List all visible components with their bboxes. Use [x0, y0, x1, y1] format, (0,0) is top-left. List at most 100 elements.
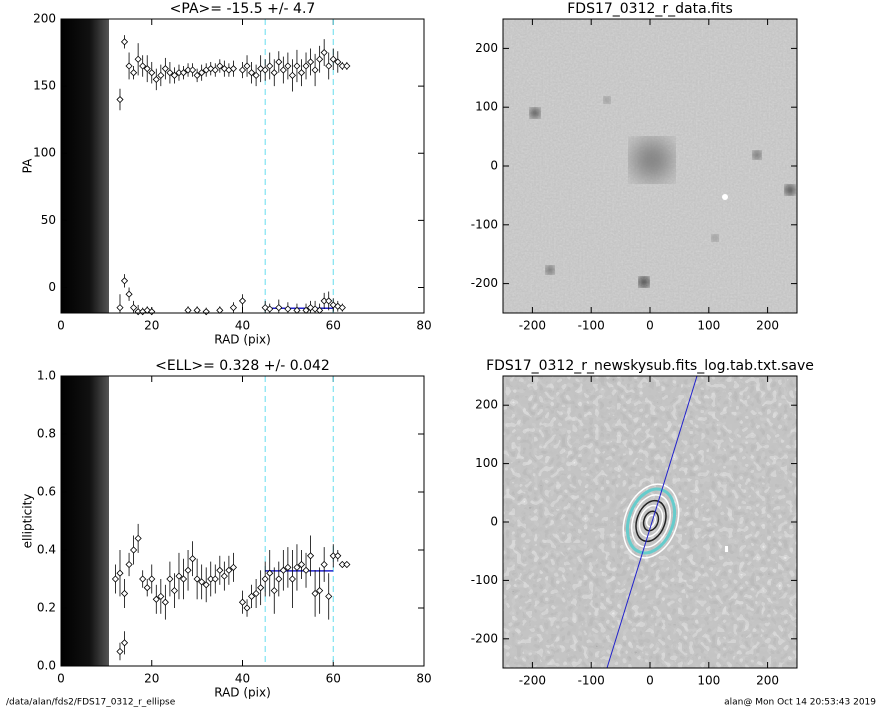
data-point	[316, 587, 324, 595]
data-point	[270, 587, 278, 595]
image-data	[503, 19, 797, 313]
data-point	[302, 62, 310, 70]
data-point	[148, 308, 156, 316]
data-point	[143, 65, 151, 73]
data-point	[279, 66, 287, 74]
data-point	[207, 65, 215, 73]
y-tick-label: 100	[475, 456, 498, 470]
data-point	[325, 297, 333, 305]
data-point	[116, 569, 124, 577]
data-point	[266, 569, 274, 577]
data-point	[293, 563, 301, 571]
data-point	[130, 546, 138, 554]
data-point	[152, 595, 160, 603]
data-point	[302, 566, 310, 574]
y-tick-label: 0.2	[37, 601, 56, 615]
data-point	[148, 69, 156, 77]
y-tick-label: 100	[475, 100, 498, 114]
x-tick-label: 200	[756, 674, 779, 688]
data-point	[161, 598, 169, 606]
x-tick-label: 40	[235, 672, 250, 686]
data-point	[334, 552, 342, 560]
x-tick-label: 40	[235, 319, 250, 333]
data-point	[125, 62, 133, 70]
y-tick-label: 0	[490, 159, 498, 173]
y-axis-label: PA	[21, 158, 35, 173]
data-point	[170, 587, 179, 595]
data-point	[311, 589, 319, 598]
data-point	[125, 290, 133, 298]
data-point	[120, 639, 129, 647]
x-tick-label: 0	[646, 674, 654, 688]
data-point	[288, 71, 296, 79]
data-point	[270, 69, 278, 77]
data-point	[130, 69, 138, 77]
data-point	[216, 306, 224, 314]
bright-band	[61, 376, 109, 666]
data-point	[316, 55, 324, 63]
data-point	[189, 66, 197, 74]
y-tick-label: -200	[471, 631, 498, 645]
y-tick-label: 50	[41, 213, 56, 227]
data-point	[111, 575, 120, 583]
data-point	[120, 277, 129, 285]
x-tick-label: -200	[519, 674, 546, 688]
data-point	[125, 560, 133, 569]
x-tick-label: -100	[578, 319, 605, 333]
data-point	[279, 566, 287, 574]
data-point	[343, 560, 351, 569]
x-tick-label: 80	[416, 319, 431, 333]
data-point	[261, 66, 269, 74]
data-point	[216, 566, 224, 574]
data-point	[179, 69, 188, 77]
data-point	[238, 598, 247, 606]
data-point	[288, 575, 296, 583]
data-point	[334, 58, 342, 66]
data-point	[143, 584, 151, 592]
data-point	[252, 589, 260, 598]
y-tick-label: 0.4	[37, 543, 56, 557]
data-point	[306, 58, 315, 66]
x-tick-label: 200	[756, 319, 779, 333]
data-point	[261, 304, 269, 312]
y-tick-label: 0.6	[37, 485, 56, 499]
x-axis-label: RAD (pix)	[214, 686, 271, 700]
data-point	[284, 62, 292, 70]
plot-frame	[60, 375, 425, 667]
y-tick-label: 0.8	[37, 427, 56, 441]
y-tick-label: -200	[471, 276, 498, 290]
data-point	[184, 566, 192, 574]
data-point	[252, 71, 260, 79]
data-point	[297, 69, 306, 77]
footer-right: alan@ Mon Oct 14 20:53:43 2019	[724, 698, 876, 708]
data-point	[198, 578, 206, 586]
data-point	[211, 66, 219, 74]
data-point	[248, 69, 256, 77]
data-point	[261, 575, 269, 583]
data-point	[148, 575, 156, 583]
bright-band	[61, 19, 109, 313]
data-point	[116, 647, 124, 656]
x-tick-label: 60	[326, 672, 341, 686]
data-point	[229, 304, 237, 312]
y-tick-label: 150	[33, 79, 56, 93]
x-tick-label: 20	[144, 672, 159, 686]
data-point	[243, 604, 251, 612]
data-point	[266, 62, 274, 70]
data-point	[161, 65, 169, 73]
data-point	[211, 575, 219, 583]
data-point	[198, 69, 206, 77]
y-tick-label: 200	[475, 41, 498, 55]
y-axis-label: ellipticity	[21, 494, 35, 549]
data-point	[152, 75, 160, 83]
data-point	[175, 572, 183, 580]
data-point	[130, 304, 138, 312]
y-tick-label: -100	[471, 573, 498, 587]
data-point	[329, 55, 337, 63]
y-tick-label: 0.0	[37, 659, 56, 673]
data-point	[266, 305, 274, 313]
data-point	[193, 306, 201, 314]
data-point	[306, 304, 315, 312]
y-tick-label: 200	[33, 12, 56, 26]
y-tick-label: 1.0	[37, 369, 56, 383]
